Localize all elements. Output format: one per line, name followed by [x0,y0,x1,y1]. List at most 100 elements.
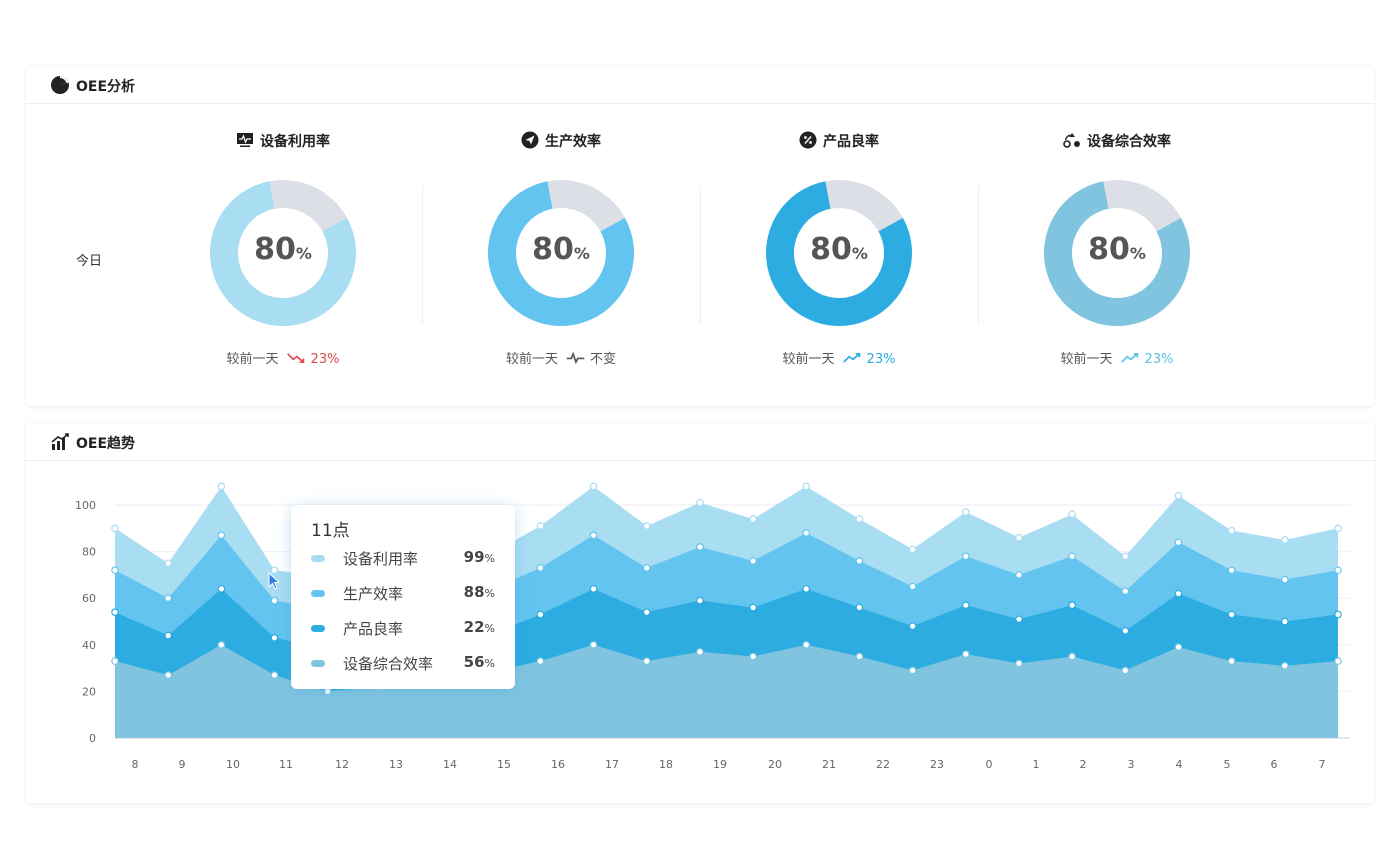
data-point[interactable] [802,585,811,593]
data-point[interactable] [111,566,119,575]
data-point[interactable] [696,498,704,507]
data-point[interactable] [270,566,279,575]
data-point[interactable] [111,524,119,533]
gauge-value-unit: % [851,244,868,263]
data-point[interactable] [217,585,226,593]
data-point[interactable] [1334,610,1342,619]
trend-down-icon [286,353,304,363]
legend-swatch [311,660,325,667]
data-point[interactable] [1281,575,1289,584]
compare-change: 不变 [590,352,617,367]
data-point[interactable] [1281,661,1289,670]
gauge-card: 设备利用率 80% 较前一天 23% [148,66,418,406]
data-point[interactable] [1227,526,1236,535]
data-point[interactable] [217,640,226,649]
data-point[interactable] [696,596,704,605]
x-tick-label: 7 [1319,758,1326,771]
data-point[interactable] [270,596,279,605]
data-point[interactable] [536,610,545,619]
data-point[interactable] [589,531,598,540]
data-point[interactable] [1334,566,1342,575]
data-point[interactable] [164,559,172,568]
data-point[interactable] [961,650,970,658]
data-point[interactable] [1068,552,1076,561]
data-point[interactable] [323,687,332,696]
data-point[interactable] [749,557,757,565]
compare-change: 23% [866,352,896,367]
data-point[interactable] [1068,652,1076,661]
gauge-value-unit: % [295,244,312,263]
data-point[interactable] [270,634,279,642]
x-tick-label: 23 [930,758,944,771]
data-point[interactable] [642,608,651,616]
data-point[interactable] [1121,552,1130,561]
data-point[interactable] [1227,657,1236,665]
data-point[interactable] [749,515,757,523]
data-point[interactable] [855,603,864,612]
data-point[interactable] [536,564,545,572]
data-point[interactable] [642,522,651,530]
data-point[interactable] [1174,538,1183,547]
data-point[interactable] [164,671,172,679]
data-point[interactable] [1174,491,1183,500]
data-point[interactable] [1121,666,1130,675]
donut-remainder-slice [825,180,903,232]
data-point[interactable] [111,608,119,616]
data-point[interactable] [961,552,970,561]
x-tick-label: 9 [179,758,186,771]
data-point[interactable] [642,657,651,665]
data-point[interactable] [217,482,226,491]
data-point[interactable] [1334,657,1342,665]
data-point[interactable] [961,601,970,609]
data-point[interactable] [589,482,598,491]
data-point[interactable] [802,640,811,649]
data-point[interactable] [855,515,864,523]
tooltip-value-unit: % [484,622,495,635]
data-point[interactable] [270,671,279,679]
data-point[interactable] [1174,643,1183,651]
data-point[interactable] [855,652,864,661]
data-point[interactable] [802,529,811,537]
data-point[interactable] [1015,571,1023,579]
data-point[interactable] [961,508,970,516]
data-point[interactable] [749,652,757,661]
data-point[interactable] [1015,533,1023,542]
data-point[interactable] [1281,617,1289,626]
data-point[interactable] [696,543,704,551]
gauge-title: 产品良率 [704,131,974,151]
data-point[interactable] [1121,627,1130,635]
data-point[interactable] [589,585,598,593]
data-point[interactable] [1015,659,1023,668]
data-point[interactable] [1068,510,1076,519]
data-point[interactable] [749,603,757,612]
data-point[interactable] [1015,615,1023,623]
data-point[interactable] [1174,589,1183,598]
data-point[interactable] [1334,524,1342,533]
data-point[interactable] [696,647,704,656]
data-point[interactable] [908,545,917,554]
gauge-card: 产品良率 80% 较前一天 23% [704,66,974,406]
data-point[interactable] [536,657,545,665]
data-point[interactable] [536,522,545,530]
data-point[interactable] [1227,610,1236,619]
data-point[interactable] [589,640,598,649]
data-point[interactable] [164,594,172,603]
data-point[interactable] [1068,601,1076,609]
tooltip-row-value: 88% [464,583,495,601]
tooltip-value-number: 88 [463,583,485,601]
data-point[interactable] [855,557,864,565]
data-point[interactable] [1227,566,1236,575]
data-point[interactable] [908,582,917,591]
data-point[interactable] [217,531,226,540]
data-point[interactable] [1281,536,1289,544]
data-point[interactable] [164,631,172,640]
data-point[interactable] [802,482,811,491]
legend-swatch [311,590,325,597]
data-point[interactable] [908,666,917,675]
data-point[interactable] [908,622,917,630]
donut-remainder-slice [269,180,347,232]
data-point[interactable] [111,657,119,665]
data-point[interactable] [1121,587,1130,596]
gauge-card: 设备综合效率 80% 较前一天 23% [982,66,1252,406]
data-point[interactable] [642,564,651,572]
